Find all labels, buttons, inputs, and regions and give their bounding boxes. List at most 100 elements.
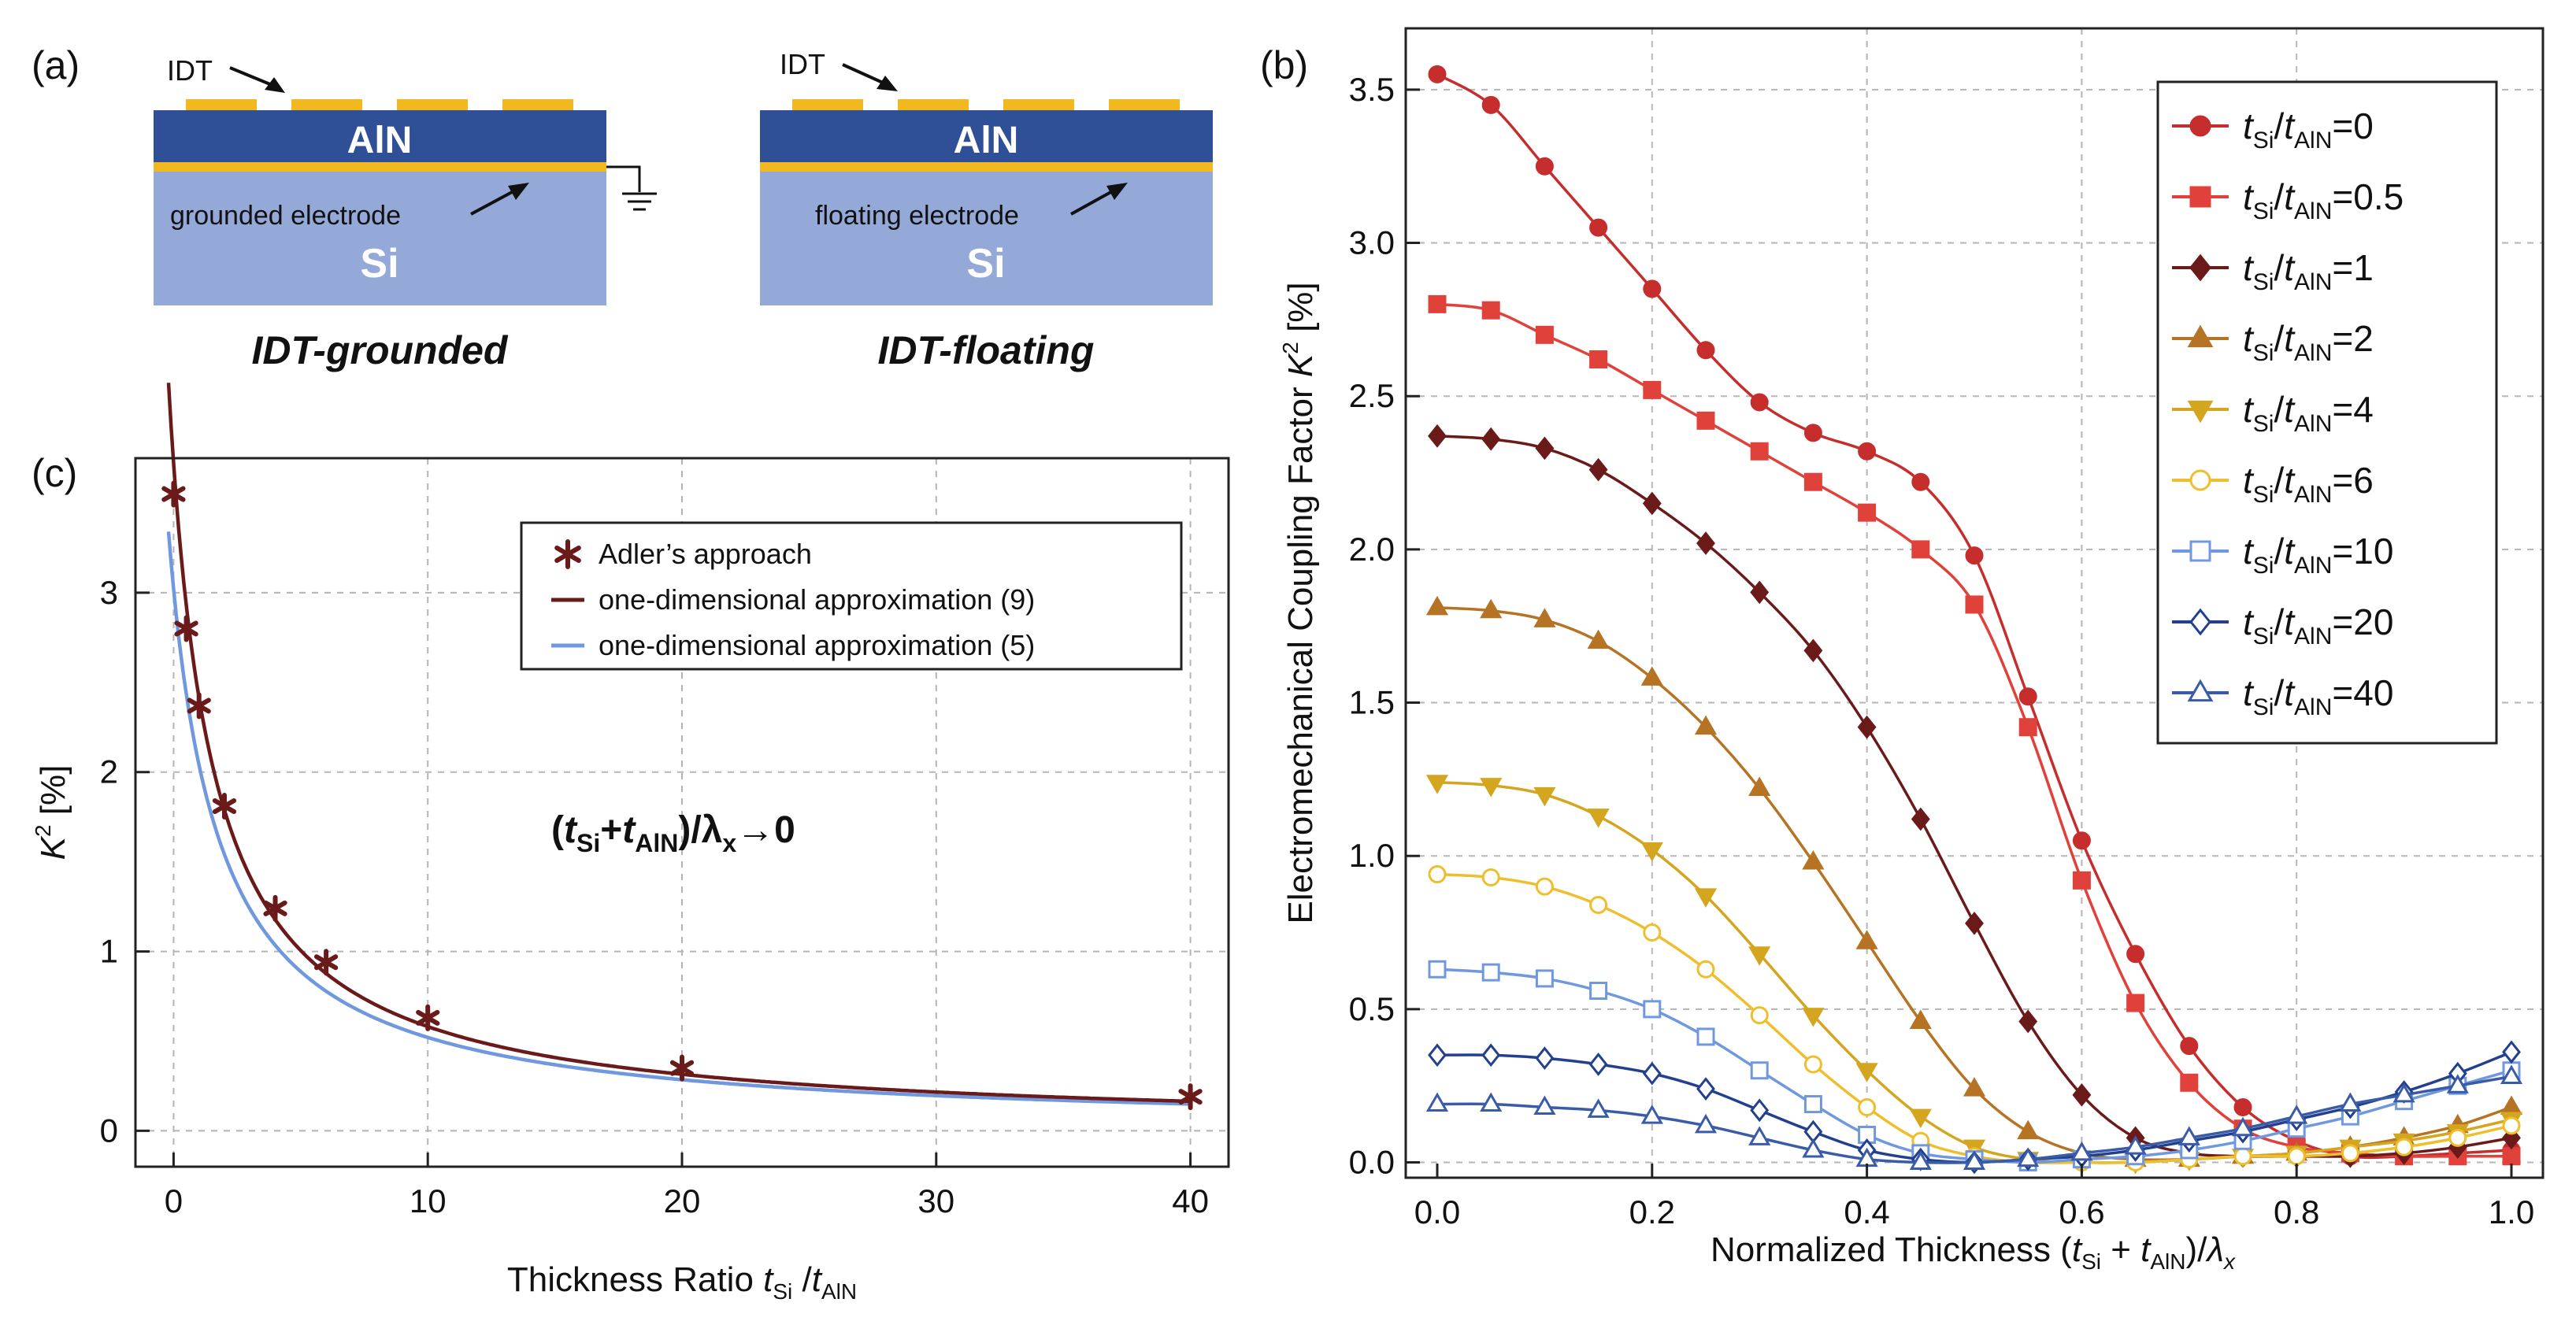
ground-icon [606, 167, 657, 209]
data-point [1536, 438, 1552, 458]
x-tick-label: 40 [1172, 1182, 1209, 1219]
idt-finger [291, 99, 362, 110]
y-tick-label: 3.0 [1349, 224, 1395, 261]
y-tick-label: 1.5 [1349, 684, 1395, 721]
y-tick-label: 2 [100, 753, 118, 790]
x-tick-label: 20 [664, 1182, 701, 1219]
data-point [2504, 1042, 2519, 1062]
data-point [1591, 220, 1607, 235]
bottom-electrode [154, 162, 606, 172]
y-tick-label: 0.5 [1349, 990, 1395, 1027]
aln-label: AlN [954, 120, 1019, 161]
panel-c: (c) 0 10 20 30 40 0 1 2 3 Thickness Ratio tSi /t… [31, 383, 1229, 1304]
caption-idt-grounded: IDT-grounded [252, 328, 509, 372]
data-point [1591, 460, 1607, 479]
data-point [1643, 668, 1661, 684]
data-point [1536, 971, 1552, 986]
data-point [1805, 1097, 1821, 1112]
data-point [1429, 66, 1445, 82]
data-point [2235, 1099, 2251, 1115]
idt-label: IDT [780, 48, 825, 80]
schematic-idt-floating: AlN Si IDT floating electrode IDT-floati… [760, 48, 1213, 372]
chart-b-ylabel: Electromechanical Coupling Factor K2 [%] [1278, 282, 1320, 923]
data-point [1859, 443, 1875, 459]
data-point [1698, 961, 1714, 977]
data-point [1644, 925, 1660, 941]
data-point [1643, 843, 1661, 859]
y-tick-label: 0 [100, 1112, 118, 1149]
panel-b: (b) 0.0 0.2 0.4 0.6 0.8 1.00.00.51.01.52.02.5… [1260, 28, 2543, 1274]
idt-finger [186, 99, 257, 110]
data-point [1698, 1029, 1714, 1045]
data-point [1913, 474, 1929, 490]
data-point [215, 795, 234, 817]
data-point [1805, 474, 1821, 490]
data-point [1805, 1056, 1821, 1072]
data-point [1589, 810, 1607, 826]
y-tick-label: 3.5 [1349, 71, 1395, 108]
si-label: Si [966, 241, 1005, 287]
data-point [1483, 1045, 1499, 1065]
data-point [1751, 1101, 1767, 1120]
legend-item-approx5: one-dimensional approximation (5) [599, 629, 1035, 661]
data-point [2503, 1097, 2521, 1113]
idt-label: IDT [167, 54, 213, 87]
si-label: Si [360, 241, 398, 287]
data-point [2342, 1145, 2358, 1161]
schematic-idt-grounded: AlN Si IDT grounded electrode IDT-ground… [154, 54, 657, 372]
idt-finger [502, 99, 573, 110]
caption-idt-floating: IDT-floating [878, 328, 1095, 372]
legend-marker [2191, 187, 2210, 206]
data-point [1483, 964, 1499, 980]
data-point [2181, 1038, 2197, 1054]
idt-arrow-head [877, 76, 898, 91]
idt-finger [792, 99, 863, 110]
bottom-electrode [760, 162, 1213, 172]
data-point [1429, 598, 1447, 614]
data-point [1429, 961, 1445, 977]
data-point [1536, 1049, 1552, 1068]
data-point [2019, 1123, 2037, 1138]
panel-a: (a) AlN Si IDT grounded electrode IDT-gr… [32, 43, 1213, 372]
data-point [1483, 97, 1499, 113]
y-tick-label: 2.5 [1349, 377, 1395, 414]
data-point [1913, 542, 1929, 557]
figure: (a) AlN Si IDT grounded electrode IDT-gr… [0, 0, 2576, 1321]
data-point [1591, 1054, 1607, 1074]
data-point [1859, 505, 1875, 520]
panel-b-label: (b) [1260, 43, 1308, 87]
data-point [190, 694, 209, 716]
data-point [2504, 1118, 2519, 1134]
data-point [1429, 867, 1445, 883]
data-point [2181, 1075, 2197, 1090]
data-point [2235, 1149, 2251, 1164]
data-point [1644, 494, 1660, 513]
data-point [1483, 429, 1499, 449]
legend-item-adler: Adler’s approach [599, 538, 812, 570]
xlabel-c-text: Thickness Ratio [507, 1260, 763, 1299]
panel-a-label: (a) [32, 43, 80, 87]
data-point [1966, 548, 1982, 564]
data-point [1751, 1008, 1767, 1023]
legend-marker [2191, 471, 2210, 490]
x-tick-label: 0.0 [1414, 1193, 1460, 1230]
chart-c-xlabel: Thickness Ratio tSi /tAlN [507, 1260, 857, 1304]
data-point [2450, 1130, 2466, 1145]
x-tick-label: 30 [917, 1182, 954, 1219]
data-point [1483, 302, 1499, 318]
idt-finger [397, 99, 468, 110]
y-tick-label: 1 [100, 933, 118, 970]
data-point [1644, 1064, 1660, 1083]
data-point [1698, 342, 1714, 358]
electrode-label: floating electrode [815, 201, 1019, 231]
data-point [2128, 946, 2144, 962]
data-point [1751, 443, 1767, 459]
data-point [2128, 995, 2144, 1011]
data-point [1751, 394, 1767, 410]
data-point [1589, 632, 1607, 648]
data-point [1805, 425, 1821, 441]
idt-finger [1003, 99, 1074, 110]
y-tick-label: 2.0 [1349, 531, 1395, 568]
data-point [1536, 158, 1552, 174]
data-point [1591, 983, 1607, 999]
